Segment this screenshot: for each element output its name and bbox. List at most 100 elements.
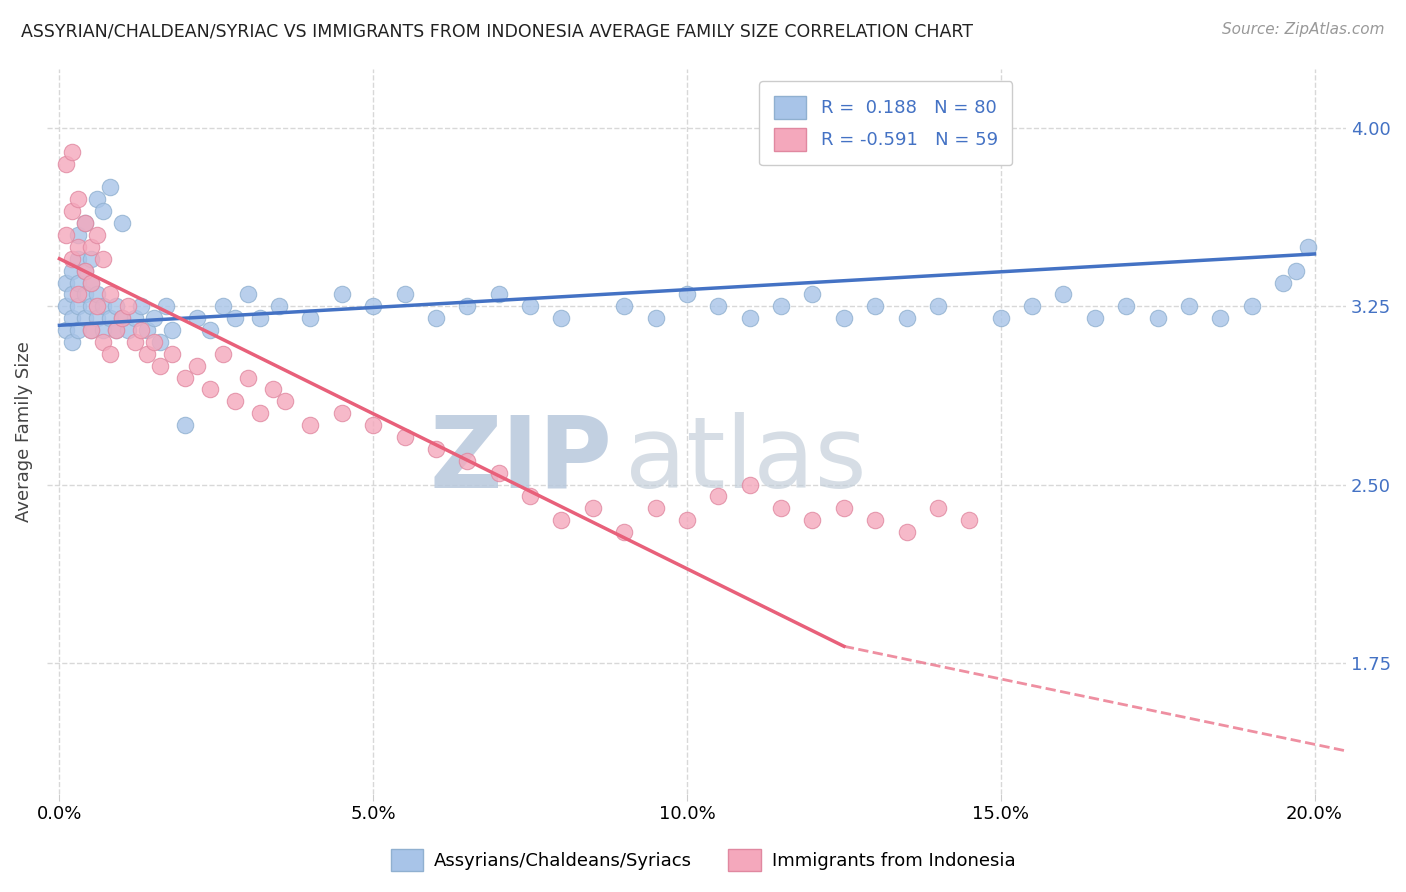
Point (73, 216, 96, 230)
Point (93, 299, 115, 313)
Point (67, 227, 90, 242)
Point (117, 299, 139, 313)
Point (111, 311, 134, 326)
Point (142, 334, 165, 349)
Point (1084, 311, 1107, 326)
Point (67, 287, 90, 301)
Point (644, 311, 666, 326)
Point (93, 252, 115, 266)
Point (249, 406, 271, 420)
Point (957, 513, 980, 527)
Point (67, 252, 90, 266)
Point (80, 323, 103, 337)
Point (361, 299, 384, 313)
Point (86, 192, 108, 206)
Point (186, 359, 208, 373)
Point (136, 347, 159, 361)
Point (67, 276, 90, 290)
Point (425, 442, 447, 456)
Point (425, 311, 447, 326)
Point (149, 334, 172, 349)
Point (93, 204, 115, 219)
Point (865, 513, 887, 527)
Point (550, 513, 572, 527)
Point (67, 323, 90, 337)
Point (104, 323, 127, 337)
Point (80, 299, 103, 313)
Point (236, 287, 259, 301)
Point (80, 252, 103, 266)
Point (73, 287, 96, 301)
Point (98, 180, 121, 194)
Point (60, 334, 83, 349)
Point (738, 477, 761, 491)
Point (55, 156, 77, 170)
Point (801, 513, 824, 527)
Point (927, 501, 949, 516)
Point (1209, 311, 1232, 326)
Point (55, 299, 77, 313)
Point (93, 323, 115, 337)
Point (865, 299, 887, 313)
Point (117, 323, 139, 337)
Point (86, 299, 108, 313)
Point (98, 311, 121, 326)
Point (644, 501, 666, 516)
Point (990, 311, 1012, 326)
Point (456, 299, 478, 313)
Point (124, 311, 146, 326)
Point (550, 311, 572, 326)
Point (60, 263, 83, 277)
Point (927, 299, 949, 313)
Point (80, 276, 103, 290)
Point (832, 311, 855, 326)
Y-axis label: Average Family Size: Average Family Size (15, 341, 32, 522)
Point (67, 192, 90, 206)
Point (274, 394, 297, 409)
Point (60, 204, 83, 219)
Point (67, 240, 90, 254)
Point (249, 311, 271, 326)
Point (770, 501, 793, 516)
Point (262, 383, 284, 397)
Point (1272, 276, 1295, 290)
Point (129, 299, 152, 313)
Point (73, 263, 96, 277)
Point (1021, 299, 1043, 313)
Point (519, 490, 541, 504)
Point (1285, 263, 1308, 277)
Point (80, 276, 103, 290)
Point (60, 145, 83, 159)
Point (86, 311, 108, 326)
Point (174, 370, 197, 384)
Point (124, 334, 146, 349)
Point (676, 287, 699, 301)
Point (104, 299, 127, 313)
Point (801, 287, 824, 301)
Point (186, 311, 208, 326)
Legend: R =  0.188   N = 80, R = -0.591   N = 59: R = 0.188 N = 80, R = -0.591 N = 59 (759, 81, 1012, 166)
Point (236, 370, 259, 384)
Point (104, 323, 127, 337)
Point (86, 227, 108, 242)
Point (155, 299, 177, 313)
Point (330, 287, 353, 301)
Point (224, 394, 246, 409)
Point (60, 252, 83, 266)
Point (299, 311, 322, 326)
Point (1178, 299, 1201, 313)
Point (86, 287, 108, 301)
Point (896, 525, 918, 540)
Point (98, 287, 121, 301)
Point (142, 311, 165, 326)
Point (80, 323, 103, 337)
Point (55, 227, 77, 242)
Point (361, 418, 384, 433)
Point (770, 299, 793, 313)
Point (707, 299, 730, 313)
Point (488, 466, 510, 480)
Point (299, 418, 322, 433)
Point (1052, 287, 1074, 301)
Point (73, 263, 96, 277)
Point (60, 311, 83, 326)
